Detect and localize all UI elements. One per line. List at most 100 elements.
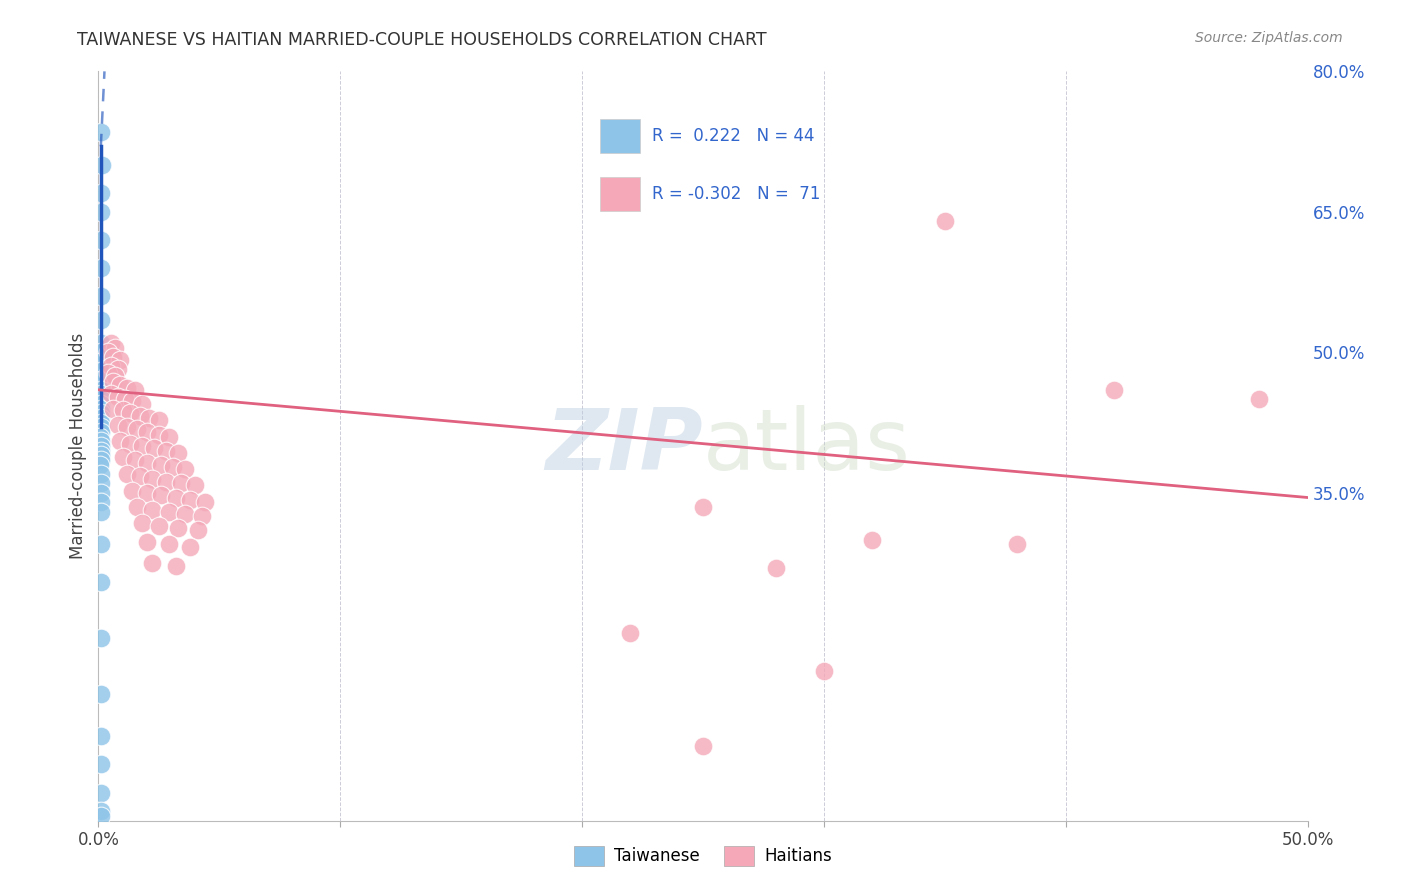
Point [194,495,217,509]
Point [90,233,112,247]
Point [148,427,170,442]
Point [117,420,139,434]
Point [108,434,131,449]
Point [97,366,120,380]
Point [162,459,184,474]
Point [90,443,112,458]
Point [90,336,112,351]
Point [138,411,160,425]
Point [90,631,112,645]
Point [90,392,112,407]
Point [90,125,112,139]
Point [179,493,201,508]
Point [90,495,112,509]
Point [108,378,131,392]
Point [90,312,112,326]
Point [167,521,190,535]
Point [1007,537,1029,551]
Point [127,500,149,514]
Bar [600,177,640,211]
Point [108,352,131,367]
Point [100,359,122,374]
Point [150,488,173,502]
Point [90,757,112,772]
Point [187,524,209,538]
Point [619,626,641,640]
Point [813,664,835,678]
Point [90,505,112,519]
Point [117,381,139,395]
Point [155,475,177,489]
Text: atlas: atlas [703,404,911,488]
Point [127,422,149,436]
Point [118,406,141,420]
Point [117,467,139,482]
Point [90,425,112,439]
Point [148,413,170,427]
Point [157,430,180,444]
Point [184,478,207,492]
Point [124,453,146,467]
Point [90,476,112,491]
Point [90,186,112,201]
Point [90,537,112,551]
Point [765,561,787,575]
Point [934,214,956,228]
Point [131,439,153,453]
Point [90,345,112,359]
Point [124,383,146,397]
Point [179,540,201,554]
Point [135,425,157,439]
Legend: Taiwanese, Haitians: Taiwanese, Haitians [567,839,839,872]
Point [90,406,112,420]
Point [135,486,157,500]
Point [100,387,122,401]
Point [97,345,120,359]
Point [90,401,112,416]
Point [90,730,112,744]
Point [131,397,153,411]
Point [101,350,124,364]
Point [90,387,112,401]
Point [90,439,112,453]
Point [90,374,112,388]
Point [148,518,170,533]
Point [104,368,127,383]
Point [89,355,111,369]
Point [90,467,112,482]
Point [90,809,112,823]
Point [90,449,112,463]
Point [174,508,197,522]
Text: R = -0.302   N =  71: R = -0.302 N = 71 [652,185,821,203]
Point [157,505,180,519]
Point [131,516,153,530]
Point [89,430,111,444]
Point [89,458,111,472]
Point [100,336,122,351]
Point [90,261,112,276]
Point [111,403,134,417]
Point [90,416,112,430]
Point [141,556,163,570]
Point [90,411,112,425]
Point [90,289,112,303]
Point [90,486,112,500]
Point [107,362,129,376]
Y-axis label: Married-couple Households: Married-couple Households [69,333,87,559]
Point [90,397,112,411]
Point [165,491,187,505]
Point [101,401,124,416]
Point [121,394,143,409]
Point [157,537,180,551]
Point [860,533,883,547]
Point [1249,392,1271,407]
Point [692,739,714,753]
Point [141,502,163,516]
Point [90,805,112,819]
Point [118,437,141,451]
Point [90,574,112,589]
Point [128,409,150,423]
Point [107,390,129,404]
Point [107,418,129,433]
Point [111,450,134,465]
